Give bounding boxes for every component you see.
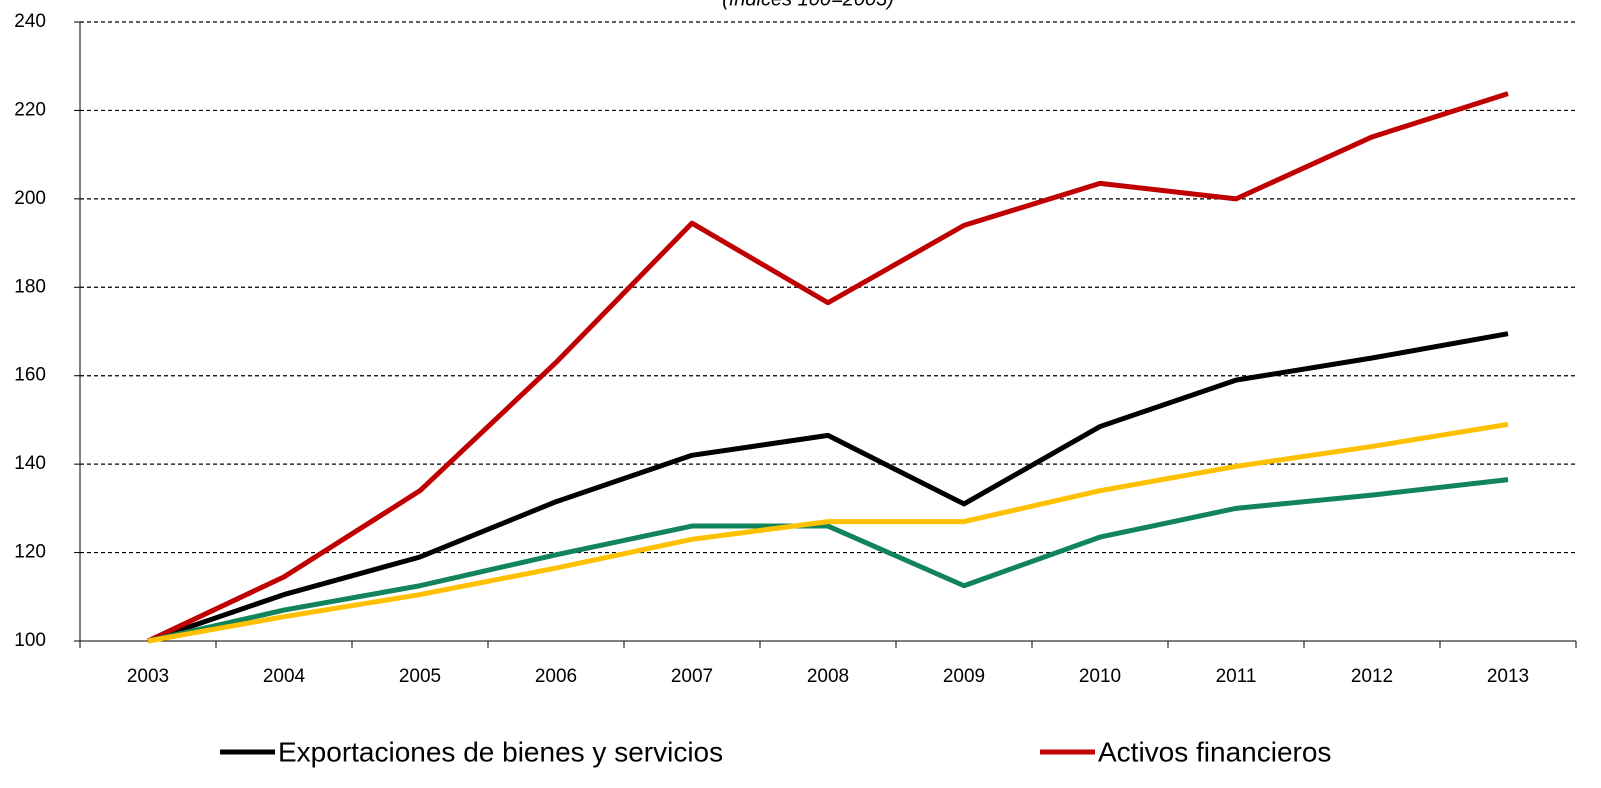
y-tick-label: 140 — [14, 453, 46, 474]
y-tick-label: 240 — [14, 11, 46, 32]
y-tick-label: 220 — [14, 99, 46, 120]
series-line — [146, 91, 1509, 644]
x-tick-label: 2004 — [263, 666, 306, 687]
x-tick-label: 2003 — [127, 666, 169, 687]
x-tick-label: 2010 — [1079, 666, 1121, 687]
y-tick-label: 100 — [14, 630, 46, 651]
x-tick-label: 2006 — [535, 666, 577, 687]
x-tick-label: 2011 — [1216, 666, 1257, 687]
x-tick-label: 2012 — [1351, 666, 1393, 687]
x-tick-label: 2007 — [671, 666, 713, 687]
x-tick-label: 2005 — [399, 666, 441, 687]
y-tick-label: 120 — [14, 542, 46, 563]
y-tick-label: 180 — [14, 276, 46, 297]
chart-subtitle: (índices 100=2003) — [722, 0, 894, 10]
legend-label: Activos financieros — [1098, 736, 1331, 767]
x-tick-label: 2009 — [943, 666, 985, 687]
y-tick-label: 160 — [14, 365, 46, 386]
series-line — [147, 331, 1509, 644]
series-line — [147, 421, 1509, 644]
legend-label: Exportaciones de bienes y servicios — [278, 736, 723, 767]
x-tick-label: 2013 — [1487, 666, 1529, 687]
series-line — [147, 477, 1509, 644]
x-tick-label: 2008 — [807, 666, 849, 687]
y-tick-label: 200 — [14, 188, 46, 209]
